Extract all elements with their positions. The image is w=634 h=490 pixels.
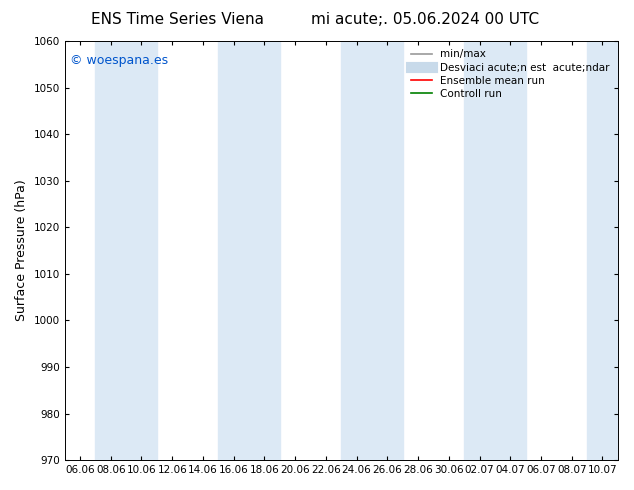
Text: © woespana.es: © woespana.es xyxy=(70,53,168,67)
Text: ENS Time Series Viena: ENS Time Series Viena xyxy=(91,12,264,27)
Bar xyxy=(464,41,526,460)
Bar xyxy=(587,41,634,460)
Legend: min/max, Desviaci acute;n est  acute;ndar, Ensemble mean run, Controll run: min/max, Desviaci acute;n est acute;ndar… xyxy=(408,46,612,102)
Text: mi acute;. 05.06.2024 00 UTC: mi acute;. 05.06.2024 00 UTC xyxy=(311,12,539,27)
Bar xyxy=(341,41,403,460)
Y-axis label: Surface Pressure (hPa): Surface Pressure (hPa) xyxy=(15,180,28,321)
Bar xyxy=(218,41,280,460)
Bar xyxy=(95,41,157,460)
